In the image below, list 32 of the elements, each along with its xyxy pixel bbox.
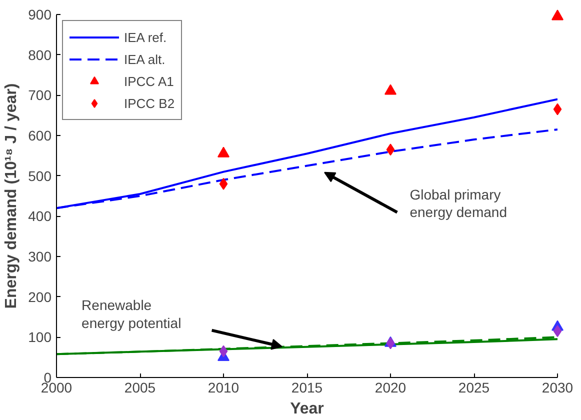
legend-label: IPCC B2 [124, 96, 175, 110]
x-tick-label: 2005 [124, 380, 156, 396]
point [552, 10, 564, 20]
legend-label: IEA ref. [124, 30, 167, 44]
x-tick-label: 2010 [208, 380, 240, 396]
point [386, 144, 395, 156]
y-tick-label: 200 [28, 288, 52, 305]
y-tick-label: 300 [28, 248, 52, 264]
x-axis-title: Year [290, 400, 324, 418]
y-tick-label: 800 [28, 46, 52, 63]
legend-label: IPCC A1 [124, 74, 174, 88]
y-tick-label: 400 [28, 208, 52, 224]
point [553, 325, 562, 338]
legend-label: IEA alt. [124, 52, 166, 66]
point [219, 345, 228, 358]
y-tick-label: 700 [28, 87, 52, 104]
x-tick-label: 2015 [291, 380, 323, 396]
y-tick-label: 100 [28, 329, 52, 346]
y-tick-label: 900 [28, 6, 52, 22]
x-tick-label: 2020 [374, 380, 406, 396]
x-tick-label: 2030 [542, 380, 574, 396]
point [384, 84, 396, 95]
point [218, 146, 230, 158]
point [553, 103, 562, 116]
y-axis-title: Energy demand (10¹⁸ J / year) [3, 83, 20, 309]
y-tick-label: 600 [28, 128, 52, 144]
annotation: Renewable energy potential [82, 297, 182, 331]
x-tick-label: 2025 [458, 380, 490, 396]
y-tick-label: 500 [28, 168, 52, 184]
point [386, 337, 395, 350]
annotation: Global primary energy demand [410, 186, 507, 220]
point [219, 178, 228, 190]
